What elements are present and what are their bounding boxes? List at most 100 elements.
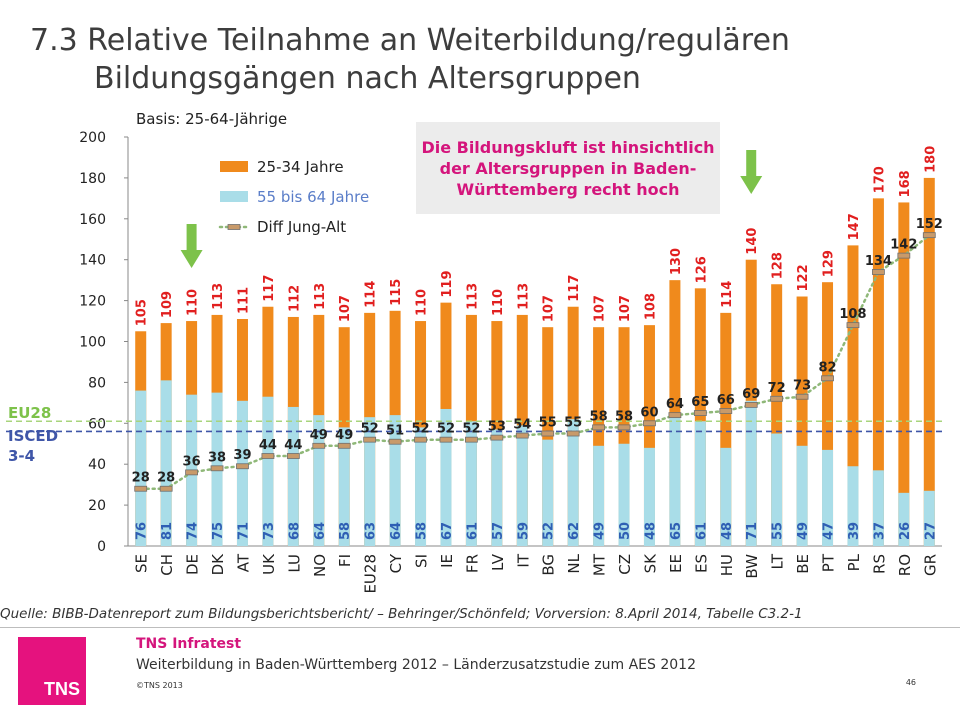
value-label-25-34: 107 [338, 295, 353, 322]
slide-title: 7.3 Relative Teilnahme an Weiterbildung/… [30, 22, 930, 98]
diff-marker [668, 412, 682, 419]
value-label-25-34: 122 [796, 264, 811, 291]
x-tick-label: FI [336, 554, 354, 567]
value-label-25-34: 128 [771, 252, 786, 279]
title-line-1: 7.3 Relative Teilnahme an Weiterbildung/… [30, 23, 790, 58]
value-label-55-64: 68 [287, 522, 302, 540]
diff-marker [439, 436, 453, 443]
diff-marker [693, 410, 707, 416]
x-tick-label: PL [845, 553, 863, 571]
bar-55-64 [796, 445, 808, 546]
value-label-55-64: 73 [262, 522, 277, 540]
bar-55-64 [771, 433, 783, 546]
legend-swatch-55-64 [220, 191, 248, 202]
value-label-diff: 44 [284, 438, 302, 453]
diff-marker [795, 393, 809, 400]
bar-55-64 [872, 470, 884, 546]
value-label-25-34: 110 [186, 289, 201, 316]
bar-55-64 [745, 400, 757, 546]
y-tick-label: 0 [97, 539, 106, 555]
value-label-diff: 108 [839, 307, 866, 322]
x-tick-label: IT [514, 553, 532, 567]
value-label-diff: 52 [437, 422, 455, 437]
bar-25-34 [847, 245, 859, 546]
value-label-55-64: 74 [186, 522, 201, 540]
x-tick-label: LU [285, 554, 303, 573]
y-tick-label: 60 [88, 416, 106, 432]
value-label-55-64: 58 [338, 522, 353, 540]
bar-55-64 [262, 396, 274, 546]
value-label-25-34: 109 [160, 291, 175, 318]
value-label-25-34: 113 [211, 283, 226, 310]
x-tick-label: CZ [616, 554, 634, 575]
diff-marker [236, 463, 249, 470]
x-tick-label: UK [260, 553, 278, 575]
value-label-diff: 55 [539, 416, 557, 431]
value-label-diff: 49 [335, 428, 353, 443]
value-label-25-34: 111 [236, 287, 251, 314]
y-tick-label: 200 [79, 130, 106, 146]
x-tick-label: SE [133, 554, 151, 573]
footer-divider [0, 627, 960, 628]
value-label-diff: 72 [768, 381, 786, 396]
x-tick-label: NL [565, 553, 583, 573]
diff-marker [897, 252, 911, 259]
legend-swatch-25-34 [220, 161, 248, 172]
x-tick-label: SK [641, 553, 659, 574]
value-label-55-64: 64 [389, 522, 404, 540]
eu28-reference-label: EU28 [8, 404, 52, 422]
value-label-55-64: 62 [567, 522, 582, 540]
diff-marker [566, 430, 580, 437]
bar-55-64 [313, 415, 325, 546]
y-tick-label: 100 [79, 335, 106, 351]
diff-marker [134, 485, 148, 492]
bar-25-34 [694, 288, 706, 546]
value-label-diff: 66 [717, 393, 735, 408]
value-label-diff: 53 [488, 420, 506, 435]
bar-55-64 [618, 443, 630, 546]
value-label-55-64: 71 [745, 522, 760, 540]
value-label-diff: 51 [386, 424, 404, 439]
x-tick-label: SI [413, 554, 431, 568]
value-label-55-64: 65 [669, 522, 684, 540]
bar-25-34 [872, 198, 884, 546]
bar-25-34 [593, 327, 605, 546]
tns-logo: TNS [18, 637, 86, 705]
y-tick-label: 140 [79, 253, 106, 269]
legend-label-25-34: 25-34 Jahre [257, 158, 344, 176]
basis-note: Basis: 25-64-Jährige [136, 110, 288, 128]
bar-55-64 [643, 447, 655, 546]
diff-marker [617, 424, 631, 431]
source-note: Quelle: BIBB-Datenreport zum Bildungsber… [0, 606, 803, 622]
bar-55-64 [287, 406, 299, 546]
value-label-diff: 65 [691, 395, 709, 410]
diff-marker [286, 453, 300, 459]
bar-55-64 [593, 445, 605, 546]
diff-marker [185, 469, 198, 476]
value-label-diff: 134 [865, 254, 892, 269]
value-label-diff: 28 [132, 471, 150, 486]
x-tick-label: DE [184, 554, 202, 575]
value-label-diff: 82 [818, 360, 836, 375]
bar-55-64 [669, 413, 681, 546]
value-label-diff: 58 [615, 409, 633, 424]
legend-label-55-64: 55 bis 64 Jahre [257, 188, 369, 206]
bar-55-64 [847, 466, 859, 546]
bar-55-64 [338, 427, 350, 546]
diff-marker [846, 322, 860, 329]
value-label-25-34: 119 [440, 271, 455, 298]
value-label-diff: 54 [513, 418, 531, 433]
value-label-25-34: 170 [872, 166, 887, 193]
diff-marker [744, 401, 758, 408]
x-tick-label: GR [921, 554, 939, 576]
value-label-55-64: 81 [160, 522, 175, 540]
value-label-diff: 60 [640, 405, 658, 420]
diff-marker [210, 465, 224, 472]
bar-55-64 [389, 415, 401, 546]
value-label-diff: 52 [462, 422, 480, 437]
x-tick-label: DK [209, 553, 227, 576]
bar-55-64 [160, 380, 172, 546]
value-label-55-64: 58 [415, 522, 430, 540]
